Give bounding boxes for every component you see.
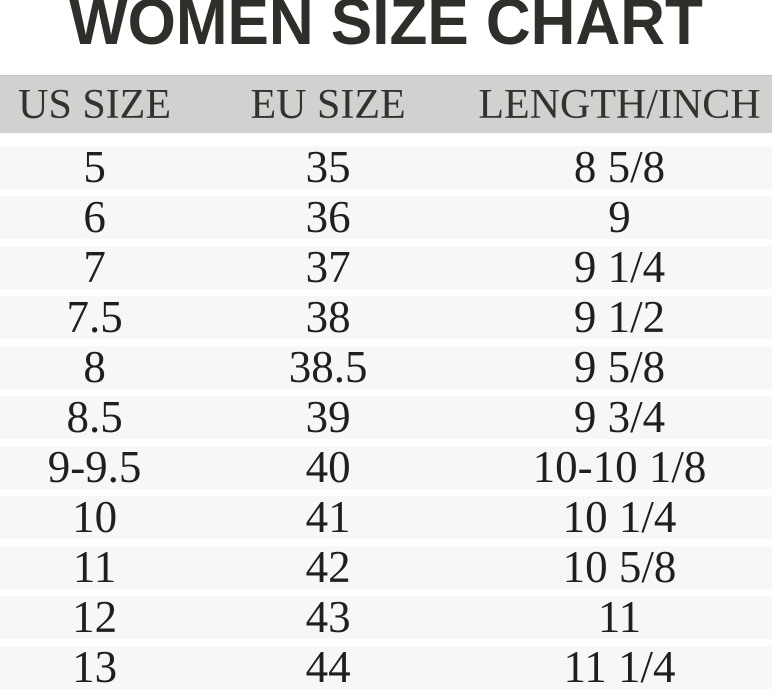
cell-length-inch: 9 5/8	[573, 342, 666, 392]
page-title: WOMEN SIZE CHART	[69, 0, 703, 59]
cell-eu-size: 41	[305, 492, 351, 542]
cell-eu-size: 38.5	[288, 342, 368, 392]
cell-us-size: 5	[83, 142, 106, 192]
cell-length-inch: 10 1/4	[562, 492, 677, 542]
table-row: 7.5 38 9 1/2	[0, 292, 772, 342]
cell-us-size: 12	[72, 592, 118, 642]
table-row: 8.5 39 9 3/4	[0, 392, 772, 442]
cell-us-size: 10	[72, 492, 118, 542]
cell-length-inch: 11 1/4	[563, 642, 676, 692]
cell-us-size: 8.5	[66, 392, 123, 442]
table-row: 11 42 10 5/8	[0, 542, 772, 592]
cell-eu-size: 35	[305, 142, 351, 192]
column-header-eu-size: EU SIZE	[250, 81, 406, 128]
cell-eu-size: 43	[305, 592, 351, 642]
table-row: 13 44 11 1/4	[0, 642, 772, 692]
cell-length-inch: 10-10 1/8	[532, 442, 707, 492]
cell-us-size: 7.5	[66, 292, 123, 342]
table-row: 6 36 9	[0, 192, 772, 242]
table-row: 5 35 8 5/8	[0, 142, 772, 192]
cell-length-inch: 10 5/8	[562, 542, 677, 592]
cell-eu-size: 38	[305, 292, 351, 342]
column-header-length-inch: LENGTH/INCH	[478, 81, 761, 128]
cell-eu-size: 42	[305, 542, 351, 592]
cell-us-size: 8	[83, 342, 106, 392]
table-row: 10 41 10 1/4	[0, 492, 772, 542]
cell-length-inch: 8 5/8	[573, 142, 666, 192]
cell-us-size: 9-9.5	[47, 442, 142, 492]
cell-length-inch: 9 1/4	[573, 242, 666, 292]
table-header: US SIZE EU SIZE LENGTH/INCH	[0, 75, 772, 133]
cell-length-inch: 9	[608, 192, 631, 242]
cell-eu-size: 44	[305, 642, 351, 692]
cell-eu-size: 36	[305, 192, 351, 242]
cell-eu-size: 40	[305, 442, 351, 492]
size-table-body: 5 35 8 5/8 6 36 9 7 37 9 1/4 7.5 38 9 1/2 8 38.5 9 5/8…	[0, 142, 772, 695]
cell-us-size: 11	[72, 542, 117, 592]
column-header-us-size: US SIZE	[18, 81, 171, 128]
cell-eu-size: 39	[305, 392, 351, 442]
cell-us-size: 6	[83, 192, 106, 242]
table-row: 8 38.5 9 5/8	[0, 342, 772, 392]
cell-eu-size: 37	[305, 242, 351, 292]
cell-us-size: 7	[83, 242, 106, 292]
cell-us-size: 13	[72, 642, 118, 692]
cell-length-inch: 9 1/2	[573, 292, 666, 342]
table-row: 7 37 9 1/4	[0, 242, 772, 292]
table-row: 12 43 11	[0, 592, 772, 642]
cell-length-inch: 9 3/4	[573, 392, 666, 442]
cell-length-inch: 11	[597, 592, 642, 642]
table-row: 9-9.5 40 10-10 1/8	[0, 442, 772, 492]
